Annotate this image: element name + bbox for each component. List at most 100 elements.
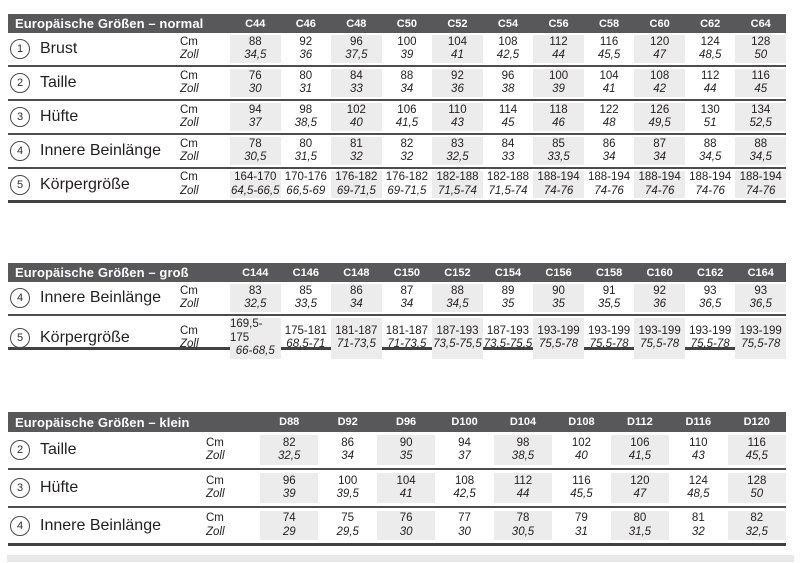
unit-zoll-label: Zoll: [206, 525, 225, 538]
value-cell: 80 31: [281, 69, 332, 97]
value-cell: 193-199 75,5-78: [735, 318, 786, 359]
value-cell: 90 35: [376, 435, 436, 465]
table-header: Europäische Größen – normal C44 C46 C48 C50 C…: [8, 14, 786, 33]
cm-value: 82: [282, 436, 296, 449]
column-header: C144: [242, 266, 269, 279]
value-cell: 80 31,5: [281, 137, 332, 165]
value-cell: 88 34,5: [735, 137, 786, 165]
cm-value: 128: [747, 474, 767, 487]
unit-cell: Cm Zoll: [180, 35, 230, 63]
value-cell: 181-187 71-73,5: [331, 318, 382, 359]
unit-zoll-label: Zoll: [180, 338, 199, 351]
next-section-top-edge: [7, 555, 794, 562]
cm-value: 87: [653, 137, 667, 150]
zoll-value: 30,5: [511, 525, 535, 538]
unit-cm-label: Cm: [180, 103, 198, 116]
cm-value: 118: [549, 103, 568, 116]
table-title: Europäische Größen – normal: [15, 16, 204, 31]
cm-value: 188-194: [689, 171, 732, 183]
row-number-badge: 3: [10, 478, 30, 498]
cm-value: 116: [599, 35, 619, 48]
zoll-value: 69-71,5: [336, 184, 376, 197]
zoll-value: 52,5: [749, 117, 772, 129]
row-label-cell: 4 Innere Beinlänge: [8, 137, 180, 165]
column-header: C148: [343, 266, 370, 279]
value-cell: 188-194 74-76: [634, 171, 685, 198]
cm-value: 98: [516, 436, 530, 449]
table-row: 3 Hüfte Cm Zoll 94 37 98 38,5 102 40 106 41,5 110 43 1…: [8, 101, 786, 135]
row-label-cell: 3 Hüfte: [8, 103, 180, 131]
value-cell: 85 33,5: [533, 137, 584, 165]
value-cell: 92 36: [432, 69, 483, 97]
value-cell: 104 41: [584, 69, 635, 97]
row-number-badge: 4: [10, 288, 30, 308]
zoll-value: 66-68,5: [235, 345, 275, 357]
zoll-value: 39,5: [336, 488, 359, 500]
zoll-value: 42: [653, 83, 667, 95]
value-cell: 187-193 73,5-75,5: [483, 318, 534, 359]
zoll-value: 37: [458, 450, 471, 462]
zoll-value: 41,5: [628, 450, 652, 462]
column-header: C154: [494, 266, 522, 279]
cm-value: 102: [346, 103, 366, 116]
row-number-badge: 4: [10, 141, 30, 161]
zoll-value: 41,5: [395, 117, 419, 129]
unit-cell: Cm Zoll: [180, 103, 230, 131]
cm-value: 78: [248, 137, 262, 150]
zoll-value: 50: [754, 49, 768, 61]
unit-cm-label: Cm: [180, 171, 198, 183]
value-cell: 86 34: [318, 435, 376, 465]
value-cell: 122 48: [584, 103, 635, 131]
value-cell: 93 36,5: [735, 284, 786, 312]
cm-value: 92: [299, 35, 313, 48]
cm-value: 106: [630, 436, 650, 449]
zoll-value: 36: [299, 49, 313, 61]
cm-value: 84: [501, 137, 515, 150]
table-row: 4 Innere Beinlänge Cm Zoll 83 32,5 85 33,5 86 34 8…: [8, 282, 786, 316]
cm-value: 116: [747, 436, 766, 449]
value-cell: 78 30,5: [493, 511, 553, 540]
column-header: D108: [568, 416, 595, 428]
value-cell: 93 36,5: [685, 284, 736, 312]
zoll-value: 48,5: [687, 488, 710, 500]
zoll-value: 35: [552, 298, 565, 310]
zoll-value: 34,5: [698, 151, 722, 163]
cm-value: 88: [703, 137, 717, 150]
zoll-value: 74-76: [644, 184, 675, 197]
cm-value: 112: [549, 35, 568, 48]
cm-value: 110: [448, 103, 467, 116]
value-cell: 169,5-175 66-68,5: [230, 318, 281, 359]
row-label: Hüfte: [40, 108, 79, 125]
cm-value: 96: [501, 69, 515, 82]
cm-value: 102: [571, 436, 592, 449]
zoll-value: 32: [400, 151, 414, 163]
value-cell: 134 52,5: [735, 103, 786, 131]
cm-value: 126: [650, 103, 670, 116]
table-row: 5 Körpergröße Cm Zoll 164-170 64,5-66,5 170-17…: [8, 169, 786, 203]
unit-zoll-label: Zoll: [180, 298, 199, 310]
value-cell: 82 32,5: [260, 435, 319, 465]
row-label-cell: 2 Taille: [8, 69, 180, 97]
cm-value: 182-188: [486, 171, 530, 183]
value-cell: 96 38: [483, 69, 534, 97]
column-header: C48: [346, 17, 367, 30]
zoll-value: 71,5-74: [437, 184, 477, 197]
cm-value: 78: [516, 512, 530, 524]
zoll-value: 41: [399, 488, 413, 500]
cm-value: 88: [400, 69, 414, 82]
value-cell: 120 47: [610, 473, 670, 503]
column-header: C64: [750, 17, 771, 30]
zoll-value: 41: [602, 83, 616, 95]
value-cell: 116 45,5: [727, 435, 786, 465]
row-label-cell: 1 Brust: [8, 35, 180, 63]
zoll-value: 51: [703, 117, 717, 129]
zoll-value: 33,5: [294, 298, 317, 310]
zoll-value: 71-73,5: [336, 338, 376, 351]
zoll-value: 40: [575, 450, 588, 462]
value-cell: 102 40: [331, 103, 382, 131]
value-cell: 75 29,5: [318, 511, 376, 540]
column-header: C152: [444, 266, 471, 279]
cm-value: 104: [447, 35, 468, 48]
zoll-value: 73,5-75,5: [433, 338, 482, 351]
value-cell: 106 41,5: [610, 435, 670, 465]
